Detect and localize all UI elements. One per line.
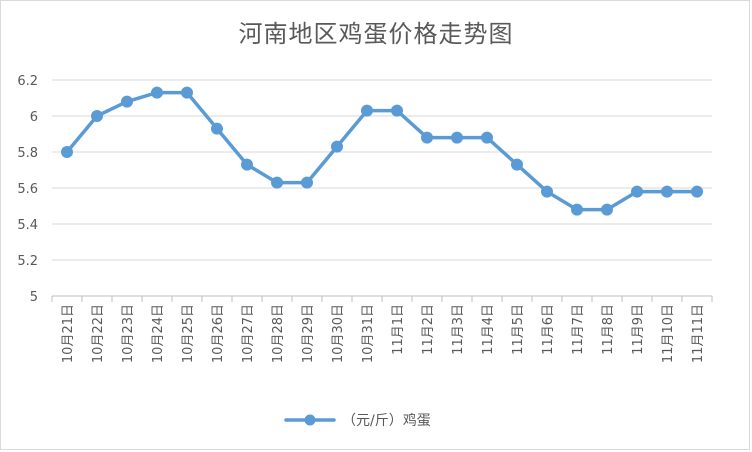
x-tick-label: 10月25日	[181, 304, 196, 363]
x-tick-label: 11月10日	[661, 304, 676, 363]
x-tick-label: 10月23日	[121, 304, 136, 363]
x-tick-label: 10月30日	[331, 304, 346, 363]
x-tick-label: 11月7日	[571, 304, 586, 355]
data-point	[691, 185, 703, 198]
data-point	[481, 131, 493, 144]
x-tick-label: 11月3日	[451, 304, 466, 355]
x-tick-label: 10月28日	[271, 304, 286, 363]
data-point	[421, 131, 433, 144]
y-tick-label: 5.6	[17, 182, 38, 197]
data-point	[91, 110, 103, 122]
data-point	[271, 176, 283, 189]
y-tick-label: 6	[30, 110, 38, 125]
y-tick-label: 5	[30, 290, 38, 305]
data-point	[571, 203, 583, 216]
x-tick-label: 11月11日	[691, 304, 706, 363]
x-tick-label: 10月29日	[301, 304, 316, 363]
data-point	[61, 146, 73, 158]
x-tick-label: 10月27日	[241, 304, 256, 363]
y-tick-label: 6.2	[17, 74, 38, 89]
x-tick-label: 11月6日	[541, 304, 556, 355]
series-line	[65, 90, 699, 212]
x-tick-label: 10月21日	[61, 304, 76, 363]
x-tick-label: 10月22日	[91, 304, 106, 363]
x-tick-label: 11月9日	[631, 304, 646, 355]
data-point	[451, 131, 463, 144]
data-point	[511, 158, 523, 171]
x-tick-label: 11月2日	[421, 304, 436, 355]
data-point	[361, 104, 373, 117]
y-tick-label: 5.8	[17, 146, 38, 161]
data-point	[181, 86, 193, 99]
data-point	[301, 176, 313, 189]
data-point	[151, 86, 163, 99]
x-tick-label: 11月8日	[601, 304, 616, 355]
legend-label: （元/斤）鸡蛋	[342, 412, 431, 429]
data-point	[631, 185, 643, 198]
data-point	[121, 95, 133, 108]
data-point	[391, 104, 403, 117]
data-point	[331, 140, 343, 153]
x-tick-label: 10月31日	[361, 304, 376, 363]
data-point	[541, 185, 553, 198]
x-tick-label: 11月5日	[511, 304, 526, 355]
legend-marker	[304, 414, 316, 426]
data-point	[241, 158, 253, 171]
y-tick-label: 5.4	[17, 218, 38, 233]
x-tick-label: 11月1日	[391, 304, 406, 355]
x-tick-label: 10月26日	[211, 304, 226, 363]
x-tick-label: 11月4日	[481, 304, 496, 355]
data-point	[211, 122, 223, 135]
chart-title: 河南地区鸡蛋价格走势图	[238, 20, 514, 48]
y-tick-label: 5.2	[17, 254, 38, 269]
data-point	[661, 185, 673, 198]
data-point	[601, 203, 613, 216]
x-tick-label: 10月24日	[151, 304, 166, 363]
